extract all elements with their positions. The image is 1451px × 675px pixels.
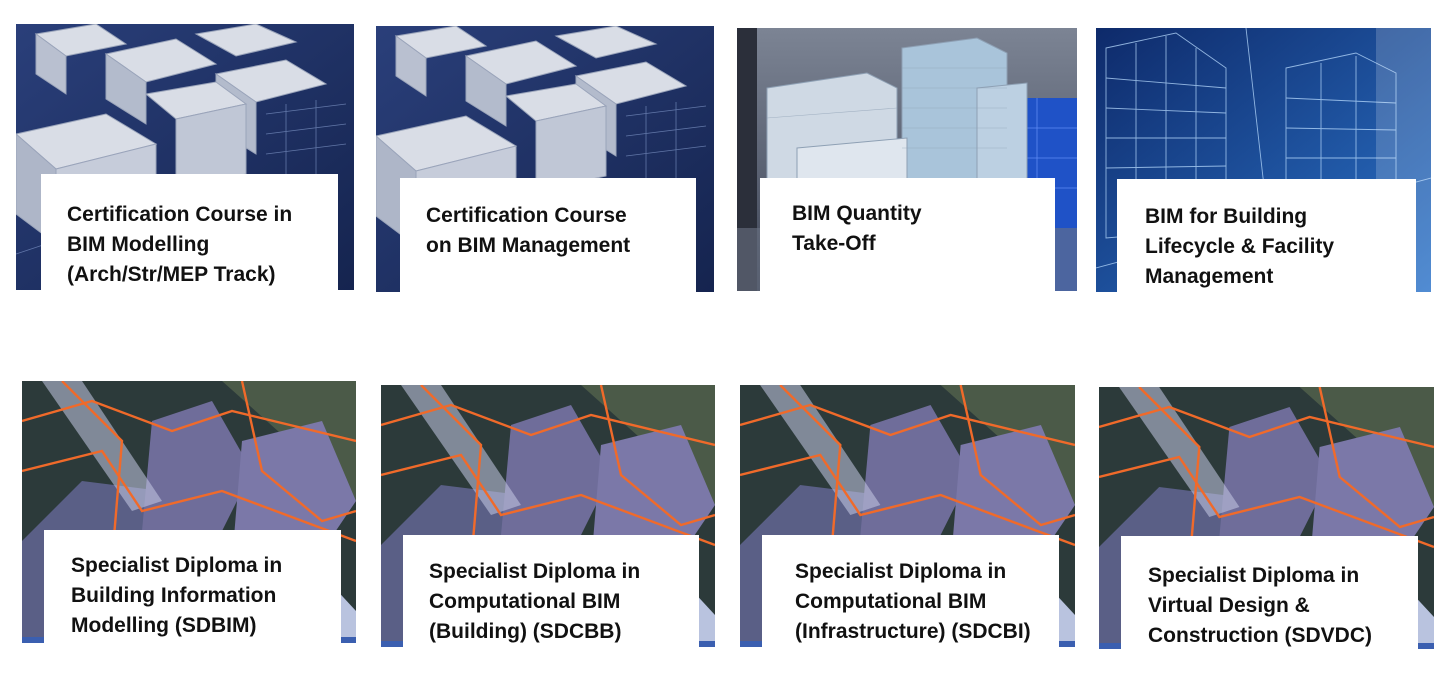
course-card-bim-management[interactable]: Certification Course on BIM Management xyxy=(376,26,714,292)
course-card-label: Certification Course on BIM Management xyxy=(400,178,696,292)
course-card-bim-modelling[interactable]: Certification Course in BIM Modelling (A… xyxy=(16,24,354,290)
course-card-label: Specialist Diploma in Building Informati… xyxy=(44,530,341,643)
course-card-label: BIM Quantity Take-Off xyxy=(760,178,1055,291)
course-card-label: Specialist Diploma in Computational BIM … xyxy=(762,535,1059,647)
course-card-label: Specialist Diploma in Computational BIM … xyxy=(403,535,699,647)
course-card-sdcbb[interactable]: Specialist Diploma in Computational BIM … xyxy=(381,385,715,647)
course-card-sdcbi[interactable]: Specialist Diploma in Computational BIM … xyxy=(740,385,1075,647)
course-card-sdbim[interactable]: Specialist Diploma in Building Informati… xyxy=(22,381,356,643)
course-card-sdvdc[interactable]: Specialist Diploma in Virtual Design & C… xyxy=(1099,387,1434,649)
course-card-bim-lifecycle[interactable]: BIM for Building Lifecycle & Facility Ma… xyxy=(1096,28,1431,292)
course-card-label: BIM for Building Lifecycle & Facility Ma… xyxy=(1117,179,1416,292)
course-card-label: Certification Course in BIM Modelling (A… xyxy=(41,174,338,290)
course-card-bim-quantity-takeoff[interactable]: BIM Quantity Take-Off xyxy=(737,28,1077,291)
course-card-label: Specialist Diploma in Virtual Design & C… xyxy=(1121,536,1418,649)
